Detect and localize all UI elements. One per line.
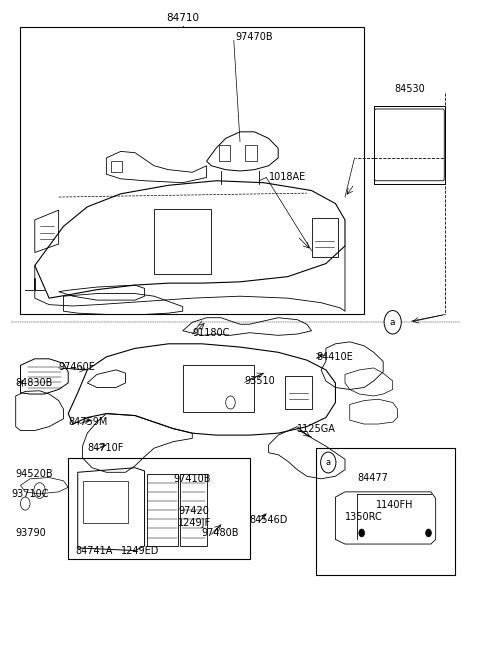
Text: 93510: 93510 — [245, 376, 276, 386]
Text: 84741A: 84741A — [75, 546, 113, 555]
Bar — [218, 145, 230, 161]
Circle shape — [426, 529, 432, 537]
Text: 84477: 84477 — [357, 472, 388, 483]
Text: 93790: 93790 — [16, 528, 47, 538]
Text: 97410B: 97410B — [173, 474, 211, 484]
Text: 84710: 84710 — [166, 12, 199, 23]
Text: 1249JF: 1249JF — [178, 518, 211, 528]
Text: a: a — [326, 458, 331, 467]
Bar — [312, 218, 338, 257]
Bar — [111, 160, 121, 172]
Text: 91180C: 91180C — [192, 328, 229, 338]
Text: 1140FH: 1140FH — [376, 500, 413, 510]
Bar — [147, 474, 178, 546]
Circle shape — [384, 310, 401, 334]
Bar — [154, 209, 211, 274]
Bar — [373, 105, 445, 184]
Text: 1249ED: 1249ED — [120, 546, 159, 555]
Bar — [21, 28, 364, 314]
Bar — [183, 365, 254, 412]
Bar — [83, 481, 128, 523]
Text: 97420: 97420 — [178, 506, 209, 516]
Text: 97460E: 97460E — [59, 362, 96, 371]
Bar — [316, 448, 455, 575]
Circle shape — [321, 452, 336, 473]
Text: 94520B: 94520B — [16, 469, 53, 479]
Text: 84530: 84530 — [394, 84, 425, 94]
Text: 84410E: 84410E — [316, 352, 353, 362]
Circle shape — [359, 529, 364, 537]
Bar — [285, 377, 312, 409]
Text: 1350RC: 1350RC — [345, 512, 383, 521]
Text: 93710C: 93710C — [11, 489, 48, 499]
Text: 97480B: 97480B — [202, 528, 240, 538]
Text: 84546D: 84546D — [250, 515, 288, 525]
Bar — [68, 458, 250, 559]
Text: 1018AE: 1018AE — [269, 172, 306, 183]
Text: 84710F: 84710F — [87, 443, 124, 453]
Text: 97470B: 97470B — [235, 32, 273, 43]
Bar — [245, 145, 257, 161]
Text: 1125GA: 1125GA — [297, 424, 336, 434]
Text: a: a — [390, 318, 396, 327]
Text: 84830B: 84830B — [16, 378, 53, 388]
Bar — [180, 474, 206, 546]
Text: 84759M: 84759M — [68, 417, 108, 427]
